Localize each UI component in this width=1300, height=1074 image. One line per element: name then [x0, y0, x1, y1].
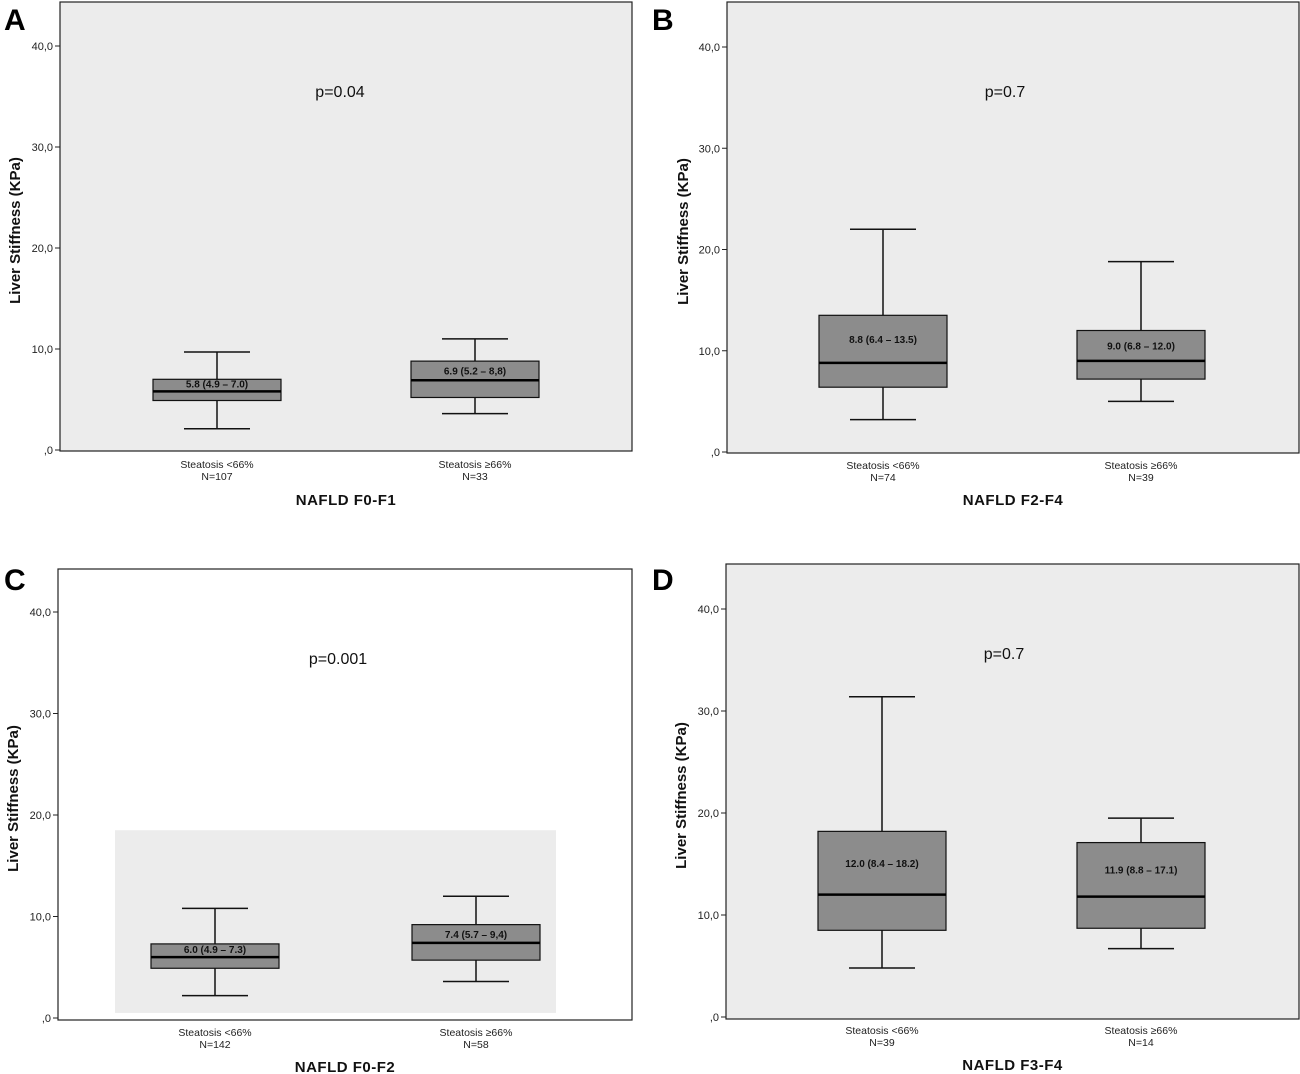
y-tick-label: 10,0: [30, 912, 51, 924]
iqr-box: [817, 830, 947, 931]
y-axis-label: Liver Stiffness (KPa): [673, 722, 690, 869]
box-steatosis-lt-66: 12.0 (8.4 – 18.2) Steatosis <66%N=39: [817, 695, 947, 1049]
category-n-label: N=14: [1128, 1037, 1154, 1049]
y-axis-label: Liver Stiffness (KPa): [5, 725, 22, 872]
box-value-label: 9.0 (6.8 – 12.0): [1107, 342, 1175, 353]
p-value-annotation: p=0.001: [309, 651, 367, 668]
box-value-label: 6.9 (5.2 – 8,8): [444, 367, 506, 378]
box-steatosis-lt-66: 5.8 (4.9 – 7.0) Steatosis <66%N=107: [152, 351, 282, 483]
category-n-label: N=58: [463, 1039, 489, 1051]
y-tick-label: 10,0: [698, 910, 719, 922]
panel-d: D ,0 10,0 20,0 30,0 40,0 Liver Stiffness (KPa)…: [652, 563, 1300, 1074]
y-tick-label: 30,0: [699, 143, 720, 155]
category-n-label: N=39: [869, 1037, 895, 1049]
panel-letter: D: [652, 564, 674, 597]
y-tick-label: ,0: [710, 1012, 719, 1024]
box-value-label: 7.4 (5.7 – 9,4): [445, 930, 507, 941]
category-n-label: N=39: [1128, 472, 1154, 484]
plot-area: [59, 1, 633, 452]
x-axis-label: NAFLD F3-F4: [962, 1057, 1063, 1074]
panel-a: A ,0 10,0 20,0 30,0 40,0 Liver Stiffness (KPa)…: [4, 1, 633, 509]
box-value-label: 12.0 (8.4 – 18.2): [845, 859, 918, 870]
iqr-box: [1076, 329, 1206, 380]
y-tick-label: 20,0: [30, 810, 51, 822]
iqr-box: [818, 314, 948, 388]
box-value-label: 6.0 (4.9 – 7.3): [184, 945, 246, 956]
category-n-label: N=74: [870, 472, 896, 484]
category-n-label: N=33: [462, 471, 488, 483]
x-axis-label: NAFLD F0-F2: [295, 1059, 396, 1074]
inner-plot-background: [115, 830, 556, 1013]
category-n-label: N=107: [201, 471, 232, 483]
box-steatosis-ge-66: 6.9 (5.2 – 8,8) Steatosis ≥66%N=33: [410, 338, 540, 483]
category-label: Steatosis ≥66%: [439, 459, 512, 471]
y-tick-label: 10,0: [32, 344, 53, 356]
plot-area: [725, 563, 1300, 1020]
iqr-box: [1076, 841, 1206, 929]
y-tick-label: 30,0: [32, 142, 53, 154]
y-axis-label: Liver Stiffness (KPa): [7, 157, 24, 304]
y-tick-label: ,0: [44, 445, 53, 457]
panel-b: B ,0 10,0 20,0 30,0 40,0 Liver Stiffness (KPa)…: [652, 1, 1300, 509]
panel-letter: A: [4, 4, 26, 37]
category-label: Steatosis <66%: [178, 1027, 251, 1039]
x-axis-label: NAFLD F0-F1: [296, 492, 397, 509]
y-tick-label: ,0: [42, 1013, 51, 1025]
box-steatosis-lt-66: 8.8 (6.4 – 13.5) Steatosis <66%N=74: [818, 228, 948, 484]
y-tick-label: 40,0: [30, 607, 51, 619]
panel-letter: C: [4, 564, 26, 597]
y-tick-label: 10,0: [699, 346, 720, 358]
panel-letter: B: [652, 4, 674, 37]
p-value-annotation: p=0.7: [984, 646, 1025, 663]
panel-c: C ,0 10,0 20,0 30,0 40,0 Liver Stiffness (KPa)…: [4, 564, 633, 1074]
box-steatosis-ge-66: 11.9 (8.8 – 17.1) Steatosis ≥66%N=14: [1076, 817, 1206, 1049]
y-axis-label: Liver Stiffness (KPa): [675, 158, 692, 305]
y-tick-label: ,0: [711, 447, 720, 459]
y-tick-label: 40,0: [32, 41, 53, 53]
category-n-label: N=142: [199, 1039, 230, 1051]
category-label: Steatosis <66%: [180, 459, 253, 471]
box-value-label: 5.8 (4.9 – 7.0): [186, 379, 248, 390]
box-value-label: 11.9 (8.8 – 17.1): [1105, 866, 1178, 877]
box-steatosis-ge-66: 9.0 (6.8 – 12.0) Steatosis ≥66%N=39: [1076, 260, 1206, 484]
box-steatosis-ge-66: 7.4 (5.7 – 9,4) Steatosis ≥66%N=58: [411, 895, 541, 1051]
plot-area: [726, 1, 1300, 454]
category-label: Steatosis ≥66%: [440, 1027, 513, 1039]
y-tick-label: 20,0: [698, 808, 719, 820]
p-value-annotation: p=0.04: [315, 84, 364, 101]
y-tick-label: 30,0: [698, 706, 719, 718]
y-tick-label: 40,0: [698, 604, 719, 616]
y-tick-label: 30,0: [30, 709, 51, 721]
y-tick-label: 20,0: [699, 245, 720, 257]
category-label: Steatosis <66%: [845, 1025, 918, 1037]
box-steatosis-lt-66: 6.0 (4.9 – 7.3) Steatosis <66%N=142: [150, 907, 280, 1051]
x-axis-label: NAFLD F2-F4: [963, 492, 1064, 509]
p-value-annotation: p=0.7: [985, 84, 1026, 101]
box-value-label: 8.8 (6.4 – 13.5): [849, 335, 917, 346]
category-label: Steatosis ≥66%: [1105, 460, 1178, 472]
y-tick-label: 20,0: [32, 243, 53, 255]
category-label: Steatosis ≥66%: [1105, 1025, 1178, 1037]
iqr-box: [152, 378, 282, 402]
y-tick-label: 40,0: [699, 42, 720, 54]
category-label: Steatosis <66%: [846, 460, 919, 472]
